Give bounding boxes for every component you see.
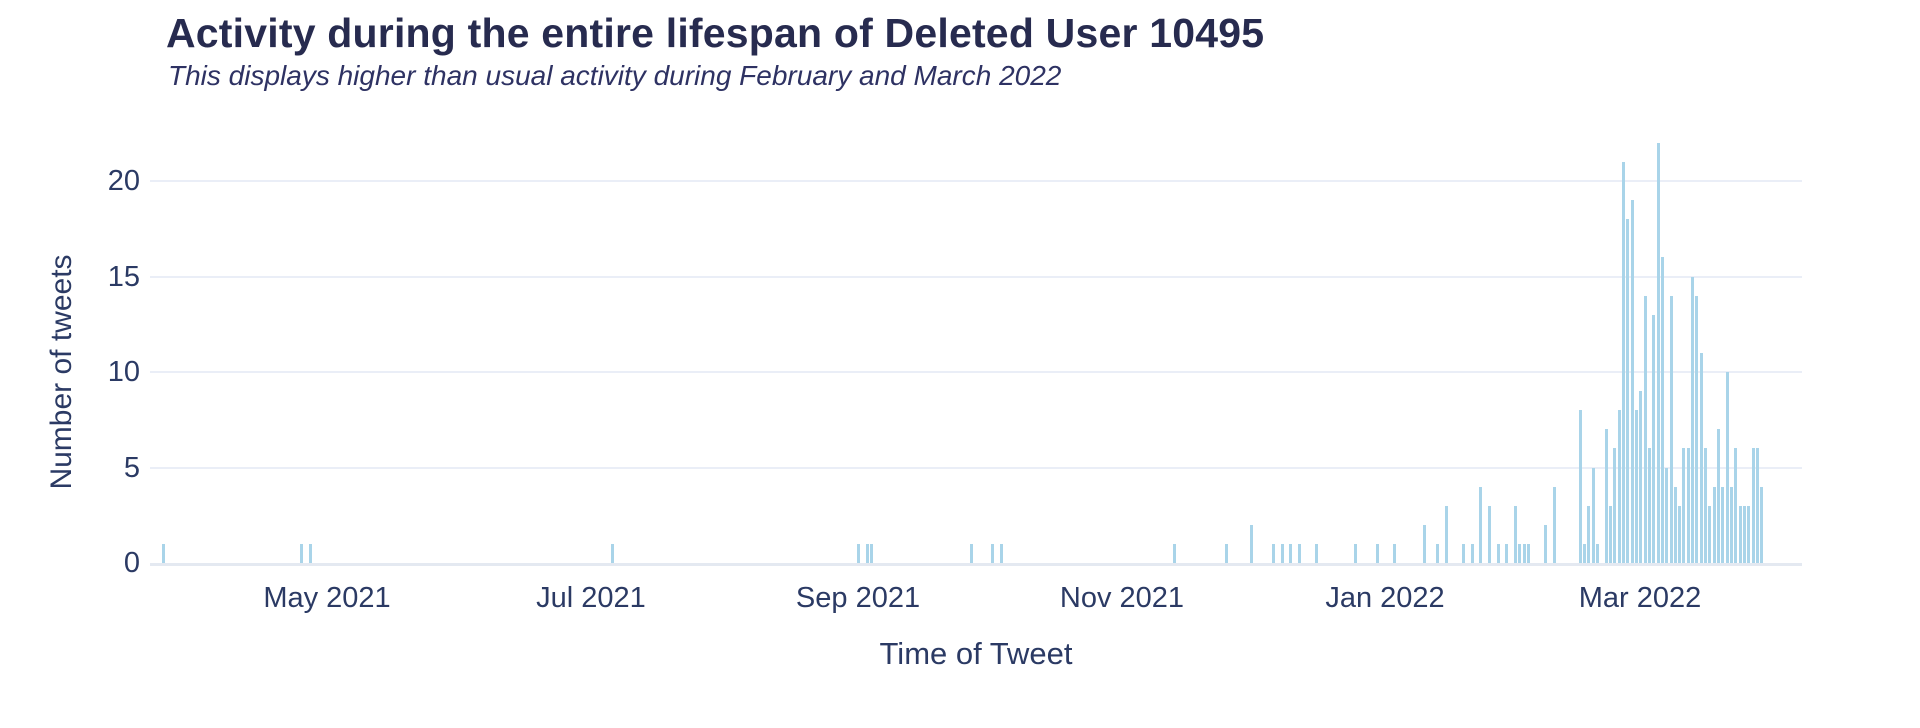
- y-tick-label-15: 15: [107, 260, 140, 293]
- bar-2022-03-20[interactable]: [1721, 487, 1724, 563]
- y-gridline-15: [150, 275, 1802, 278]
- bar-2022-03-08[interactable]: [1670, 296, 1673, 563]
- bar-2022-03-15[interactable]: [1700, 353, 1703, 563]
- bar-2021-04-27[interactable]: [309, 544, 312, 563]
- y-tick-label-5: 5: [123, 451, 140, 484]
- bar-2022-01-23[interactable]: [1479, 487, 1482, 563]
- y-gridline-5: [150, 466, 1802, 469]
- bar-2021-12-16[interactable]: [1315, 544, 1318, 563]
- bar-2022-03-12[interactable]: [1687, 448, 1690, 563]
- y-tick-label-20: 20: [107, 165, 140, 198]
- bar-2022-03-17[interactable]: [1708, 506, 1711, 563]
- bar-2022-03-19[interactable]: [1717, 429, 1720, 563]
- bar-2022-03-21[interactable]: [1726, 372, 1729, 563]
- bar-2022-03-06[interactable]: [1661, 257, 1664, 563]
- bar-2021-10-04[interactable]: [1000, 544, 1003, 563]
- bar-2022-01-19[interactable]: [1462, 544, 1465, 563]
- bar-2022-03-11[interactable]: [1682, 448, 1685, 563]
- bar-2022-02-22[interactable]: [1609, 506, 1612, 563]
- bar-2022-03-23[interactable]: [1734, 448, 1737, 563]
- bar-2021-11-13[interactable]: [1173, 544, 1176, 563]
- x-tick-label-jan-2022: Jan 2022: [1325, 582, 1445, 614]
- chart-subtitle: This displays higher than usual activity…: [168, 60, 1062, 91]
- x-tick-label-jul-2021: Jul 2021: [536, 582, 646, 614]
- bar-2022-03-26[interactable]: [1747, 506, 1750, 563]
- bar-2022-01-03[interactable]: [1393, 544, 1396, 563]
- bar-2021-12-10[interactable]: [1289, 544, 1292, 563]
- x-tick-label-may-2021: May 2021: [263, 582, 391, 614]
- bar-2022-03-28[interactable]: [1756, 448, 1759, 563]
- bar-2022-02-23[interactable]: [1613, 448, 1616, 563]
- bar-2022-03-14[interactable]: [1695, 296, 1698, 563]
- bar-2022-02-24[interactable]: [1618, 410, 1621, 563]
- x-axis-title: Time of Tweet: [879, 636, 1073, 671]
- bar-2022-03-09[interactable]: [1674, 487, 1677, 563]
- bar-2022-01-27[interactable]: [1497, 544, 1500, 563]
- bar-2021-12-06[interactable]: [1272, 544, 1275, 563]
- bar-2021-12-08[interactable]: [1281, 544, 1284, 563]
- bar-2022-01-29[interactable]: [1505, 544, 1508, 563]
- bar-2021-12-12[interactable]: [1298, 544, 1301, 563]
- bar-2022-03-10[interactable]: [1678, 506, 1681, 563]
- bar-2022-02-21[interactable]: [1605, 429, 1608, 563]
- bar-2022-02-19[interactable]: [1596, 544, 1599, 563]
- bar-2022-03-18[interactable]: [1713, 487, 1716, 563]
- bar-2021-09-01[interactable]: [857, 544, 860, 563]
- bar-2022-02-18[interactable]: [1592, 468, 1595, 563]
- bar-2022-03-03[interactable]: [1648, 448, 1651, 563]
- bar-2022-03-24[interactable]: [1739, 506, 1742, 563]
- y-gridline-20: [150, 180, 1802, 183]
- bar-2021-09-04[interactable]: [870, 544, 873, 563]
- bar-2021-11-25[interactable]: [1225, 544, 1228, 563]
- bar-2022-01-31[interactable]: [1514, 506, 1517, 563]
- bar-2022-02-07[interactable]: [1544, 525, 1547, 563]
- bar-2022-03-02[interactable]: [1644, 296, 1647, 563]
- chart-title: Activity during the entire lifespan of D…: [166, 10, 1265, 56]
- bar-2022-03-04[interactable]: [1652, 315, 1655, 563]
- bar-2021-04-25[interactable]: [300, 544, 303, 563]
- bar-2022-02-28[interactable]: [1635, 410, 1638, 563]
- bar-2022-02-15[interactable]: [1579, 410, 1582, 563]
- bar-2022-01-13[interactable]: [1436, 544, 1439, 563]
- y-gridline-10: [150, 371, 1802, 374]
- bar-2022-02-03[interactable]: [1527, 544, 1530, 563]
- bar-2021-07-06[interactable]: [611, 544, 614, 563]
- bar-2022-03-29[interactable]: [1760, 487, 1763, 563]
- y-tick-label-10: 10: [107, 356, 140, 388]
- x-tick-label-sep-2021: Sep 2021: [795, 582, 921, 614]
- x-tick-label-nov-2021: Nov 2021: [1059, 582, 1185, 614]
- bar-2021-12-30[interactable]: [1376, 544, 1379, 563]
- bar-2022-01-15[interactable]: [1445, 506, 1448, 563]
- y-tick-label-0: 0: [123, 547, 140, 579]
- bar-2022-01-25[interactable]: [1488, 506, 1491, 563]
- x-tick-label-mar-2022: Mar 2022: [1578, 582, 1702, 614]
- bar-2022-03-13[interactable]: [1691, 277, 1694, 563]
- bar-2022-03-25[interactable]: [1743, 506, 1746, 563]
- bar-2021-12-25[interactable]: [1354, 544, 1357, 563]
- bar-2022-02-27[interactable]: [1631, 200, 1634, 563]
- bar-2022-01-21[interactable]: [1471, 544, 1474, 563]
- bar-2022-03-16[interactable]: [1704, 448, 1707, 563]
- bar-2022-02-25[interactable]: [1622, 162, 1625, 563]
- bar-2021-03-24[interactable]: [162, 544, 165, 563]
- bar-2022-03-07[interactable]: [1665, 468, 1668, 563]
- bar-2022-03-01[interactable]: [1639, 391, 1642, 563]
- bar-2022-02-26[interactable]: [1626, 219, 1629, 563]
- bar-2022-02-09[interactable]: [1553, 487, 1556, 563]
- bar-2022-02-16[interactable]: [1583, 544, 1586, 563]
- bar-2022-02-02[interactable]: [1523, 544, 1526, 563]
- bar-2022-02-01[interactable]: [1518, 544, 1521, 563]
- plot-area: [150, 118, 1802, 566]
- bar-2022-03-22[interactable]: [1730, 487, 1733, 563]
- bar-2021-09-27[interactable]: [970, 544, 973, 563]
- bar-2021-10-02[interactable]: [991, 544, 994, 563]
- bar-2022-01-10[interactable]: [1423, 525, 1426, 563]
- bar-2021-09-03[interactable]: [866, 544, 869, 563]
- bar-2022-03-05[interactable]: [1657, 143, 1660, 563]
- bar-2022-02-17[interactable]: [1587, 506, 1590, 563]
- bar-2022-03-27[interactable]: [1752, 448, 1755, 563]
- bar-2021-12-01[interactable]: [1250, 525, 1253, 563]
